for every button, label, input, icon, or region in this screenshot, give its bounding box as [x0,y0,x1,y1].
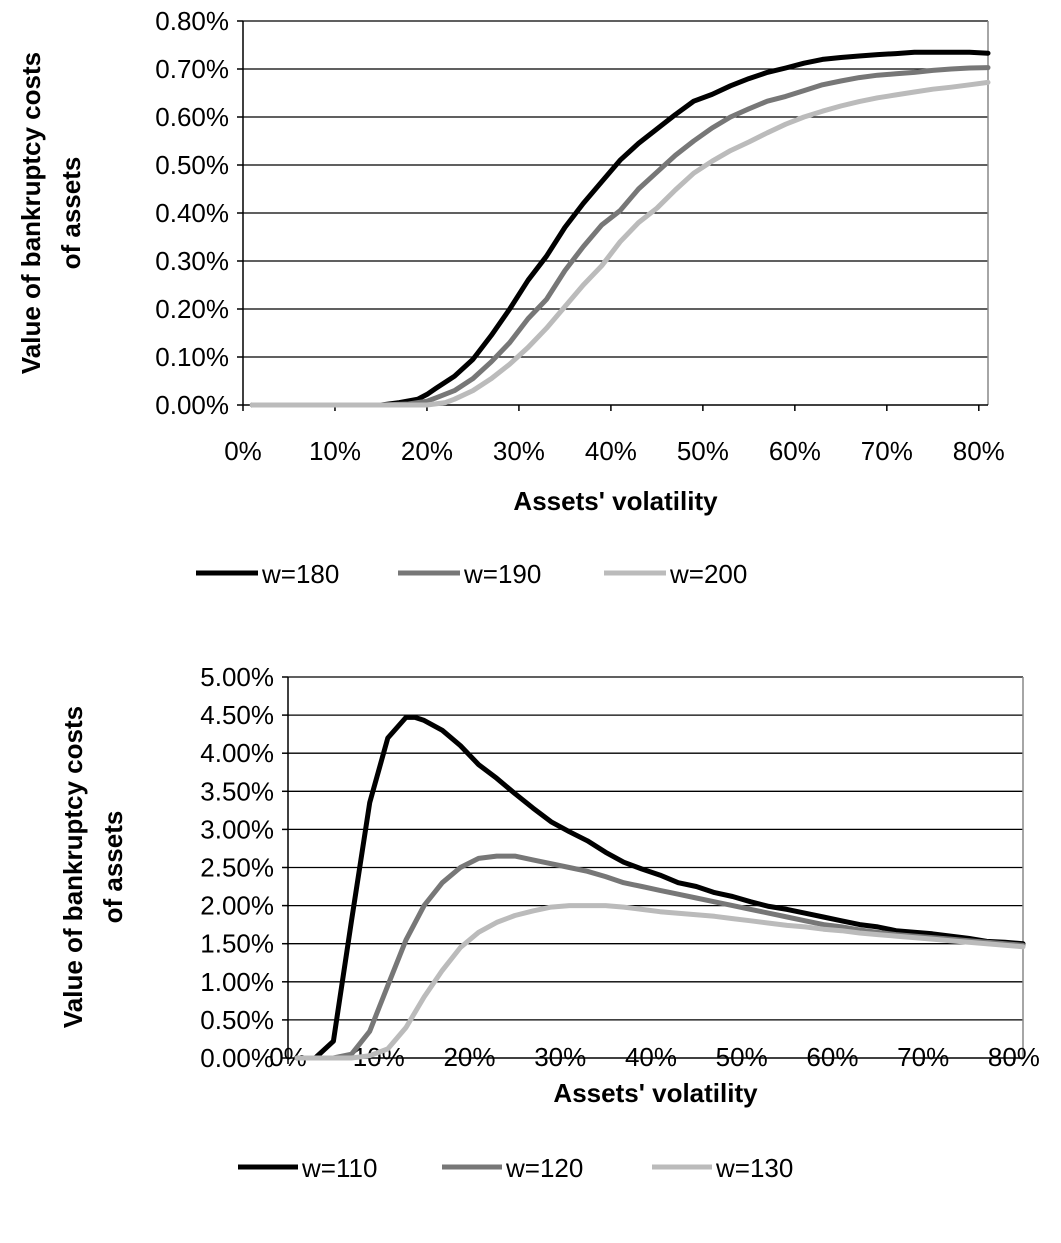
legend-label: w=190 [463,559,541,589]
y-axis-title-line-2: of assets [56,157,86,270]
y-tick-label: 0.50% [200,1005,274,1035]
y-tick-label: 0.70% [155,54,229,84]
y-tick-label: 0.10% [155,342,229,372]
x-tick-label: 70% [897,1042,949,1072]
x-tick-label: 40% [625,1042,677,1072]
x-tick-label: 70% [861,436,913,466]
x-tick-label: 0% [224,436,262,466]
series-line-w=110 [294,714,1026,1061]
y-tick-label: 0.50% [155,150,229,180]
y-tick-label: 0.00% [155,390,229,420]
y-axis-title-line-2: of assets [98,811,128,924]
y-tick-label: 1.00% [200,967,274,997]
series-line-w=190 [249,65,991,408]
y-tick-label: 0.40% [155,198,229,228]
legend-label: w=200 [669,559,747,589]
y-tick-label: 0.30% [155,246,229,276]
y-tick-label: 0.00% [200,1043,274,1073]
x-tick-label: 20% [401,436,453,466]
series-line-w=130 [294,903,1026,1061]
x-tick-label: 50% [716,1042,768,1072]
chart-2: 0.00% 0.50% 1.00% 1.50% 2.00% 2.50% 3.00% 3.50%… [58,662,1040,1183]
y-tick-label: 0.80% [155,6,229,36]
y-tick-label: 0.60% [155,102,229,132]
y-tick-label: 2.00% [200,891,274,921]
y-tick-label: 4.50% [200,700,274,730]
x-tick-label: 80% [988,1042,1040,1072]
legend-label: w=130 [715,1153,793,1183]
y-tick-label: 1.50% [200,929,274,959]
x-tick-label: 80% [953,436,1005,466]
series-line-w=180 [249,49,991,408]
x-tick-label: 40% [585,436,637,466]
y-tick-label: 3.50% [200,776,274,806]
y-axis-title-line-1: Value of bankruptcy costs [58,706,88,1028]
x-tick-label: 30% [493,436,545,466]
series-line-w=200 [249,79,991,408]
x-tick-label: 30% [534,1042,586,1072]
legend-label: w=180 [261,559,339,589]
y-tick-label: 3.00% [200,814,274,844]
y-tick-label: 0.20% [155,294,229,324]
x-tick-label: 10% [309,436,361,466]
chart-1: 0.00% 0.10% 0.20% 0.30% 0.40% 0.50% 0.60% 0.70%… [16,6,1005,589]
x-tick-label: 60% [806,1042,858,1072]
legend-label: w=120 [505,1153,583,1183]
x-tick-label: 50% [677,436,729,466]
y-tick-label: 2.50% [200,853,274,883]
y-tick-label: 4.00% [200,738,274,768]
y-tick-label: 5.00% [200,662,274,692]
x-axis-title: Assets' volatility [553,1078,758,1108]
y-axis-title-line-1: Value of bankruptcy costs [16,52,46,374]
legend-label: w=110 [301,1153,377,1183]
x-axis-title: Assets' volatility [513,486,718,516]
x-tick-label: 60% [769,436,821,466]
x-tick-label: 20% [443,1042,495,1072]
